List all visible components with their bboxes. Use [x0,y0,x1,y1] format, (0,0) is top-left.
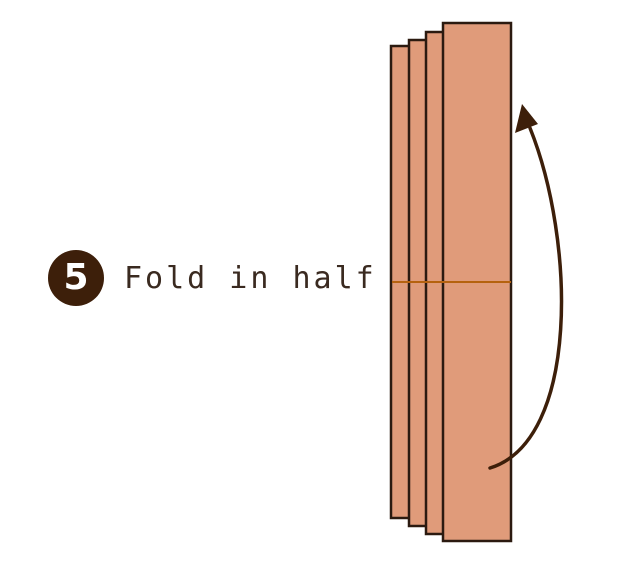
curved-arrow-up-icon [488,104,564,470]
step-number: 5 [63,257,89,298]
step-label: Fold in half [124,260,377,296]
step-number-badge: 5 [48,250,104,306]
step-instruction: 5 Fold in half [48,250,377,306]
